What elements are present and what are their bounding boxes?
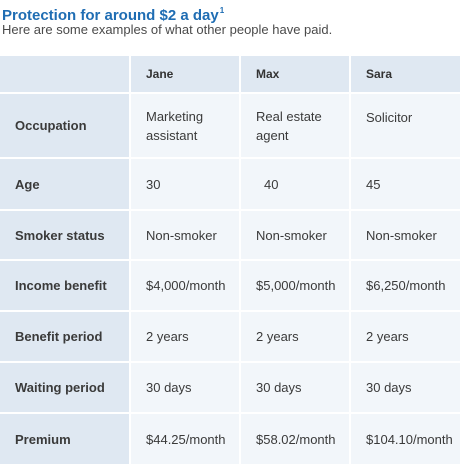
cell-sara: 45	[351, 159, 462, 211]
cell-max: Real estate agent	[241, 94, 351, 159]
footnote-marker: 1	[219, 6, 225, 15]
cell-max: 30 days	[241, 363, 351, 414]
title-text: Protection for around $2 a day	[2, 7, 219, 24]
cell-sara: Non-smoker	[351, 211, 462, 261]
row-label: Occupation	[0, 94, 131, 159]
row-label: Income benefit	[0, 261, 131, 312]
cell-max: Non-smoker	[241, 211, 351, 261]
cell-sara: $104.10/month	[351, 414, 462, 466]
cell-jane: $4,000/month	[131, 261, 241, 312]
column-header-jane: Jane	[131, 56, 241, 94]
table-row-waiting-period: Waiting period 30 days 30 days 30 days	[0, 363, 462, 414]
cell-sara: $6,250/month	[351, 261, 462, 312]
cell-jane: $44.25/month	[131, 414, 241, 466]
row-label: Premium	[0, 414, 131, 466]
column-header-max: Max	[241, 56, 351, 94]
table-row-smoker-status: Smoker status Non-smoker Non-smoker Non-…	[0, 211, 462, 261]
cell-sara: 2 years	[351, 312, 462, 363]
page-title: Protection for around $2 a day1	[2, 2, 224, 25]
cell-jane: Non-smoker	[131, 211, 241, 261]
table-row-occupation: Occupation Marketing assistant Real esta…	[0, 94, 462, 159]
cell-max: 2 years	[241, 312, 351, 363]
row-label: Waiting period	[0, 363, 131, 414]
cell-jane: Marketing assistant	[131, 94, 241, 159]
cell-sara: Solicitor	[351, 94, 462, 159]
table-header-row: Jane Max Sara	[0, 56, 462, 94]
cell-max: 40	[241, 159, 351, 211]
row-label: Benefit period	[0, 312, 131, 363]
cell-jane: 30 days	[131, 363, 241, 414]
row-label: Age	[0, 159, 131, 211]
table-row-income-benefit: Income benefit $4,000/month $5,000/month…	[0, 261, 462, 312]
cell-max: $5,000/month	[241, 261, 351, 312]
cell-value: 40	[264, 176, 279, 192]
cell-jane: 30	[131, 159, 241, 211]
row-label: Smoker status	[0, 211, 131, 261]
cell-max: $58.02/month	[241, 414, 351, 466]
table-row-benefit-period: Benefit period 2 years 2 years 2 years	[0, 312, 462, 363]
cell-jane: 2 years	[131, 312, 241, 363]
premium-examples-table: Jane Max Sara Occupation Marketing assis…	[0, 56, 462, 466]
page-subtitle: Here are some examples of what other peo…	[2, 22, 333, 37]
table-row-premium: Premium $44.25/month $58.02/month $104.1…	[0, 414, 462, 466]
table-row-age: Age 30 40 45	[0, 159, 462, 211]
column-header-sara: Sara	[351, 56, 462, 94]
header-empty-cell	[0, 56, 131, 94]
cell-sara: 30 days	[351, 363, 462, 414]
